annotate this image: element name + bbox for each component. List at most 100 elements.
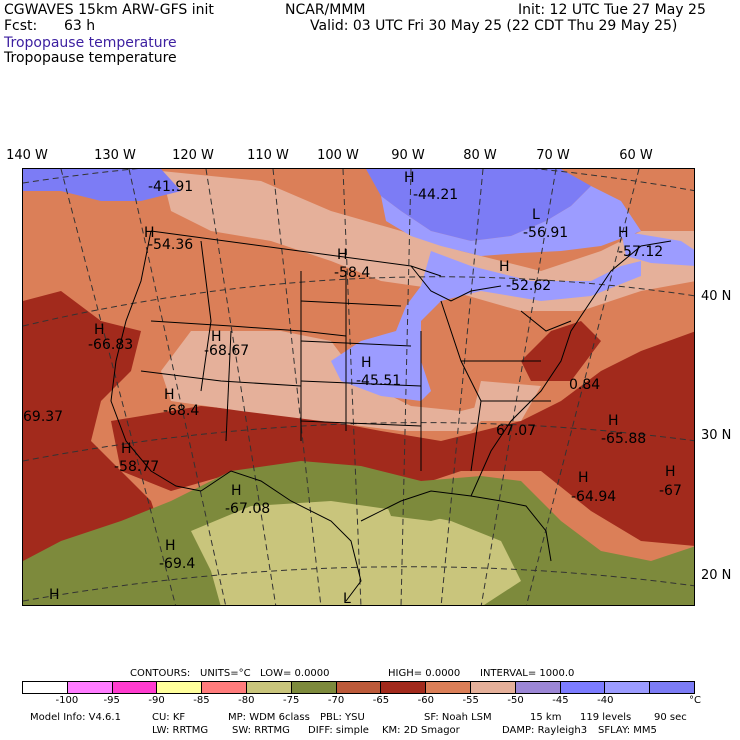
extremum-letter: H (49, 587, 60, 603)
colorbar-swatch (246, 682, 292, 693)
footer-km: KM: 2D Smagor (382, 725, 460, 736)
lat-label: 40 N (701, 289, 732, 304)
extrema-labels: -41.91 H -44.21 L -56.91 H -54.36 H -58.… (23, 170, 682, 606)
extremum-letter: H (164, 387, 175, 403)
colorbar-swatch (470, 682, 516, 693)
footer-sw: SW: RRTMG (232, 725, 290, 736)
extremum-value: -56.91 (523, 225, 568, 241)
colorbar-tick-label: -70 (327, 695, 345, 706)
footer-resolution: 15 km (530, 712, 562, 723)
colorbar-swatch (515, 682, 561, 693)
contours-heading: CONTOURS: (130, 668, 191, 679)
extremum-value: 69.37 (23, 409, 63, 425)
extremum-value: -67 (659, 483, 682, 499)
extremum-value: -64.94 (571, 489, 616, 505)
extremum-value: -45.51 (356, 373, 401, 389)
colorbar-tick-label: -50 (507, 695, 524, 706)
colorbar-tick-label: -75 (283, 695, 300, 706)
extremum-value: -69.4 (159, 556, 195, 572)
colorbar-swatch (291, 682, 337, 693)
extremum-value: -58.77 (114, 459, 159, 475)
region-light-blue-great-lakes (331, 251, 641, 401)
extremum-value: -67.08 (225, 501, 270, 517)
extremum-letter: L (532, 207, 540, 223)
region-dark-red-south (111, 331, 694, 546)
contours-interval: INTERVAL= 1000.0 (480, 668, 575, 679)
init-time: Init: 12 UTC Tue 27 May 25 (518, 2, 706, 18)
footer-model-info: Model Info: V4.6.1 (30, 712, 121, 723)
footer-pbl: PBL: YSU (320, 712, 365, 723)
colorbar-swatch (112, 682, 158, 693)
colorbar-swatch (202, 682, 247, 693)
extremum-value: -65.88 (601, 431, 646, 447)
field-title-primary: Tropopause temperature (4, 35, 177, 51)
valid-time: Valid: 03 UTC Fri 30 May 25 (22 CDT Thu … (310, 18, 678, 34)
colorbar-swatch (381, 682, 427, 693)
lat-label: 30 N (701, 428, 732, 443)
footer-timestep: 90 sec (654, 712, 687, 723)
lon-label: 120 W (172, 148, 214, 163)
contours-high: HIGH= 0.0000 (388, 668, 461, 679)
region-light-blue-north (381, 186, 641, 256)
colorbar-swatch (336, 682, 382, 693)
extremum-value: -41.91 (148, 179, 193, 195)
colorbar-swatch (560, 682, 606, 693)
extremum-letter: H (94, 322, 105, 338)
region-blue-northwest (23, 169, 181, 201)
contours-info: CONTOURS: UNITS=°C LOW= 0.0000 HIGH= 0.0… (130, 668, 574, 734)
lon-label: 80 W (463, 148, 497, 163)
extremum-letter: H (578, 470, 589, 486)
colorbar-swatch (157, 682, 203, 693)
colorbar (22, 681, 695, 694)
extremum-letter: H (618, 225, 629, 241)
extremum-value: -68.67 (204, 343, 249, 359)
contours-units: UNITS=°C (200, 668, 251, 679)
colorbar-swatch (426, 682, 471, 693)
colorbar-tick-label: -95 (103, 695, 120, 706)
colorbar-tick-label: -65 (372, 695, 390, 706)
extremum-value: 0.84 (569, 377, 600, 393)
extremum-letter: H (231, 483, 242, 499)
region-khaki-south (191, 501, 521, 605)
extremum-letter: H (404, 170, 415, 186)
contours-low: LOW= 0.0000 (260, 668, 330, 679)
extremum-letter: H (361, 355, 372, 371)
extremum-letter: L (343, 591, 351, 606)
footer-levels: 119 levels (580, 712, 632, 723)
colorbar-tick-label: -45 (552, 695, 569, 706)
graticule (23, 169, 694, 605)
region-blue-north (366, 169, 591, 241)
extremum-value: -54.36 (148, 237, 193, 253)
footer-lw: LW: RRTMG (152, 725, 209, 736)
colorbar-unit: °C (689, 695, 701, 706)
model-title: CGWAVES 15km ARW-GFS init (4, 2, 214, 18)
extremum-letter: H (665, 464, 676, 480)
colorbar-tick-label: -40 (597, 695, 614, 706)
lon-label: 90 W (391, 148, 425, 163)
colorbar-swatch (605, 682, 651, 693)
colorbar-tick-label: -85 (193, 695, 210, 706)
colorbar-tick-label: -90 (148, 695, 165, 706)
extremum-value: -52.62 (506, 278, 551, 294)
extremum-value: -58.4 (334, 265, 370, 281)
footer-sflay: SFLAY: MM5 (598, 725, 657, 736)
extremum-letter: H (337, 247, 348, 263)
lon-label: 70 W (536, 148, 570, 163)
boundaries (110, 230, 672, 602)
colorbar-tick-label: -55 (462, 695, 479, 706)
footer-mp: MP: WDM 6class (228, 712, 310, 723)
forecast-value: 63 h (64, 18, 96, 34)
extremum-letter: H (608, 413, 619, 429)
colorbar-swatch (650, 682, 694, 693)
extremum-letter: H (121, 441, 132, 457)
region-dark-red-east (521, 321, 601, 381)
lon-label: 130 W (94, 148, 136, 163)
colorbar-tick-label: -100 (55, 695, 79, 706)
lon-label: 140 W (6, 148, 48, 163)
tropopause-temperature-map: -41.91 H -44.21 L -56.91 H -54.36 H -58.… (22, 168, 695, 606)
colorbar-tick-label: -80 (238, 695, 255, 706)
extremum-value: -68.4 (163, 403, 199, 419)
extremum-value: -66.83 (88, 337, 133, 353)
lon-label: 110 W (247, 148, 289, 163)
lon-label: 100 W (317, 148, 359, 163)
